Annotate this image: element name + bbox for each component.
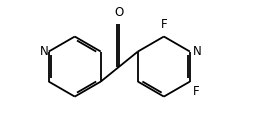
Text: F: F <box>160 18 167 31</box>
Text: F: F <box>193 85 199 99</box>
Text: N: N <box>193 45 202 58</box>
Text: O: O <box>115 6 124 19</box>
Text: N: N <box>39 45 48 58</box>
